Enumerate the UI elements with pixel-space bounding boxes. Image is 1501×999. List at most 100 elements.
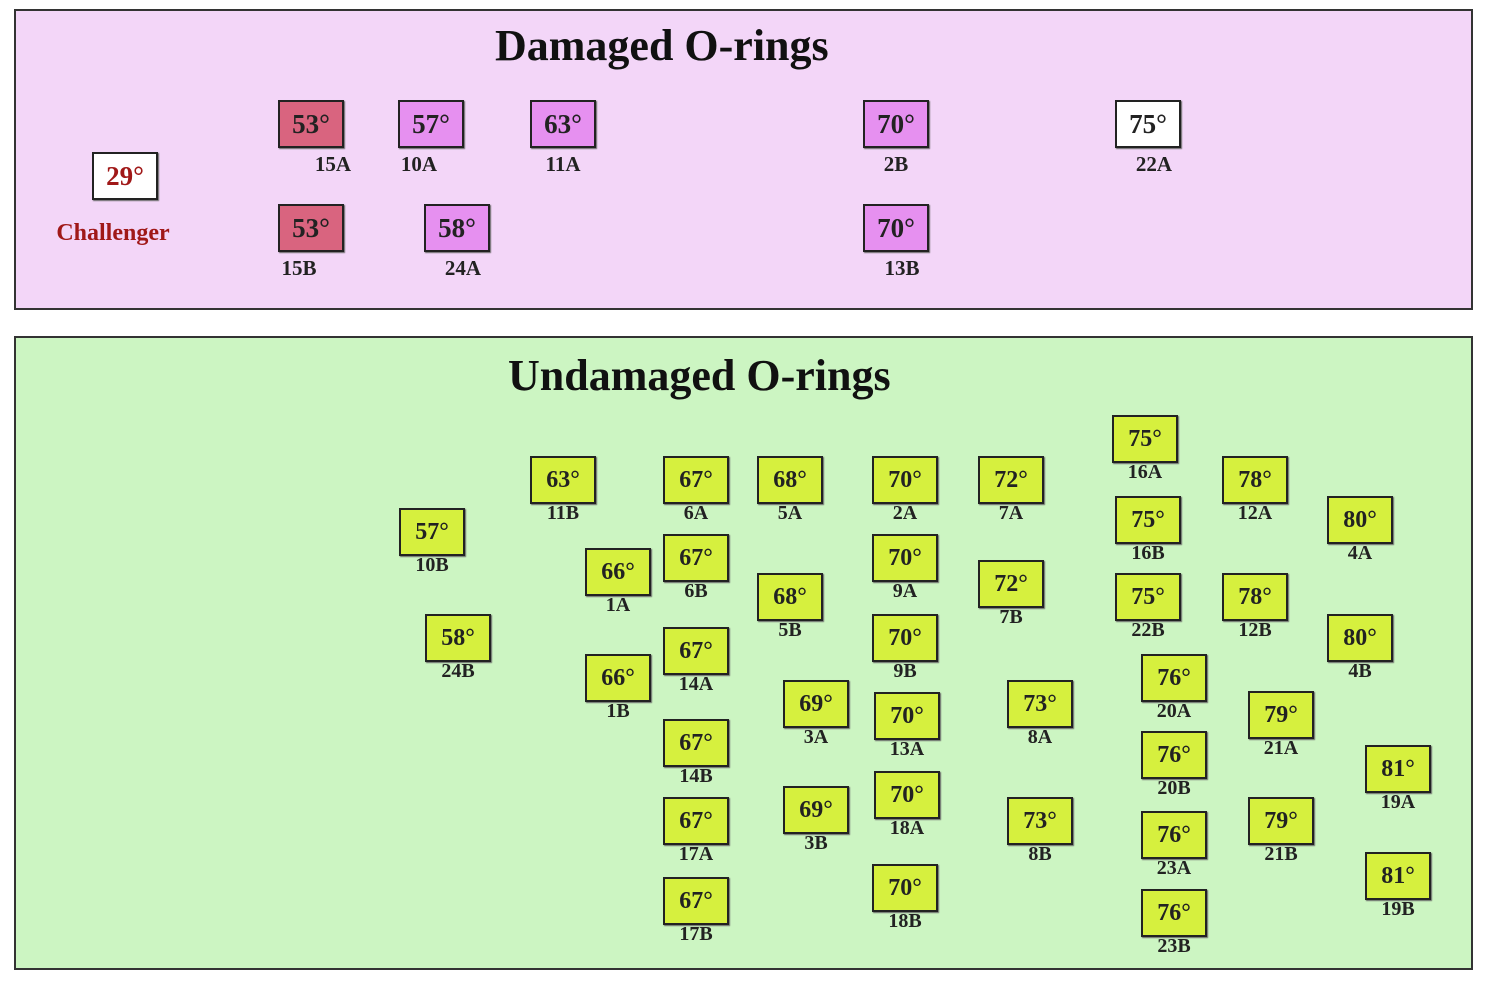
oring-label: 10A <box>400 152 438 176</box>
oring-label: 16A <box>1127 461 1163 483</box>
undamaged-title: Undamaged O-rings <box>508 351 891 400</box>
oring-label: 21A <box>1263 737 1299 759</box>
oring-box: 70° <box>872 534 938 582</box>
oring-box: 53° <box>278 204 344 252</box>
oring-label: 11B <box>546 502 580 524</box>
oring-box: 70° <box>863 100 929 148</box>
oring-box: 75° <box>1115 100 1181 148</box>
oring-label: 5B <box>778 619 802 641</box>
oring-box: 70° <box>874 692 940 740</box>
oring-label: 2A <box>892 502 918 524</box>
oring-label: 12B <box>1238 619 1272 641</box>
oring-box: 70° <box>872 614 938 662</box>
damaged-title: Damaged O-rings <box>495 21 829 70</box>
oring-box: 73° <box>1007 680 1073 728</box>
oring-box: 58° <box>424 204 490 252</box>
oring-box: 66° <box>585 548 651 596</box>
oring-label: 8B <box>1028 843 1052 865</box>
oring-label: 7A <box>998 502 1024 524</box>
oring-label: 7B <box>999 606 1023 628</box>
oring-box: 75° <box>1115 573 1181 621</box>
challenger-label: Challenger <box>56 220 170 246</box>
oring-label: 3A <box>803 726 829 748</box>
oring-box: 76° <box>1141 889 1207 937</box>
oring-box: 81° <box>1365 745 1431 793</box>
oring-box: 67° <box>663 719 729 767</box>
oring-box: 81° <box>1365 852 1431 900</box>
oring-label: 4A <box>1347 542 1373 564</box>
oring-label: 1B <box>606 700 630 722</box>
oring-box: 72° <box>978 456 1044 504</box>
damaged-panel <box>14 9 1473 310</box>
oring-label: 8A <box>1027 726 1053 748</box>
oring-label: 5A <box>777 502 803 524</box>
oring-box: 53° <box>278 100 344 148</box>
oring-label: 13A <box>889 738 925 760</box>
oring-label: 23A <box>1156 857 1192 879</box>
oring-box: 66° <box>585 654 651 702</box>
oring-label: 4B <box>1348 660 1372 682</box>
oring-label: 13B <box>884 256 920 280</box>
oring-box: 57° <box>398 100 464 148</box>
oring-label: 21B <box>1264 843 1298 865</box>
oring-box: 63° <box>530 456 596 504</box>
oring-box: 70° <box>872 864 938 912</box>
oring-label: 24A <box>444 256 482 280</box>
oring-label: 16B <box>1131 542 1165 564</box>
oring-label: 3B <box>804 832 828 854</box>
oring-box: 70° <box>863 204 929 252</box>
oring-box: 79° <box>1248 797 1314 845</box>
oring-label: 24B <box>441 660 475 682</box>
oring-label: 17A <box>678 843 714 865</box>
oring-box: 73° <box>1007 797 1073 845</box>
oring-box: 67° <box>663 456 729 504</box>
oring-label: 17B <box>679 923 713 945</box>
undamaged-panel <box>14 336 1473 970</box>
oring-label: 2B <box>883 152 909 176</box>
oring-label: 11A <box>545 152 581 176</box>
oring-label: 1A <box>605 594 631 616</box>
oring-box: 76° <box>1141 731 1207 779</box>
oring-box: 63° <box>530 100 596 148</box>
oring-box: 78° <box>1222 573 1288 621</box>
oring-label: 23B <box>1157 935 1191 957</box>
oring-box: 67° <box>663 627 729 675</box>
oring-label: 20B <box>1157 777 1191 799</box>
oring-label: 22B <box>1131 619 1165 641</box>
oring-box: 58° <box>425 614 491 662</box>
oring-box: 70° <box>872 456 938 504</box>
oring-label: 9B <box>893 660 917 682</box>
oring-label: 15B <box>281 256 317 280</box>
oring-box: 67° <box>663 877 729 925</box>
oring-box: 68° <box>757 456 823 504</box>
oring-box: 76° <box>1141 654 1207 702</box>
oring-box: 69° <box>783 786 849 834</box>
oring-box: 78° <box>1222 456 1288 504</box>
oring-label: 10B <box>415 554 449 576</box>
oring-box: 72° <box>978 560 1044 608</box>
oring-box: 68° <box>757 573 823 621</box>
oring-label: 9A <box>892 580 918 602</box>
oring-label: 18B <box>888 910 922 932</box>
oring-box: 69° <box>783 680 849 728</box>
oring-label: 14A <box>678 673 714 695</box>
oring-box: 80° <box>1327 496 1393 544</box>
oring-box: 67° <box>663 534 729 582</box>
oring-box: 70° <box>874 771 940 819</box>
oring-label: 6A <box>683 502 709 524</box>
oring-label: 12A <box>1237 502 1273 524</box>
oring-label: 18A <box>889 817 925 839</box>
oring-box: 76° <box>1141 811 1207 859</box>
oring-box: 79° <box>1248 691 1314 739</box>
oring-label: 19A <box>1380 791 1416 813</box>
oring-label: 6B <box>684 580 708 602</box>
oring-label: 14B <box>679 765 713 787</box>
challenger-temp: 29° <box>92 152 158 200</box>
oring-box: 80° <box>1327 614 1393 662</box>
oring-box: 57° <box>399 508 465 556</box>
oring-box: 67° <box>663 797 729 845</box>
oring-label: 20A <box>1156 700 1192 722</box>
oring-label: 19B <box>1381 898 1415 920</box>
oring-label: 15A <box>314 152 352 176</box>
